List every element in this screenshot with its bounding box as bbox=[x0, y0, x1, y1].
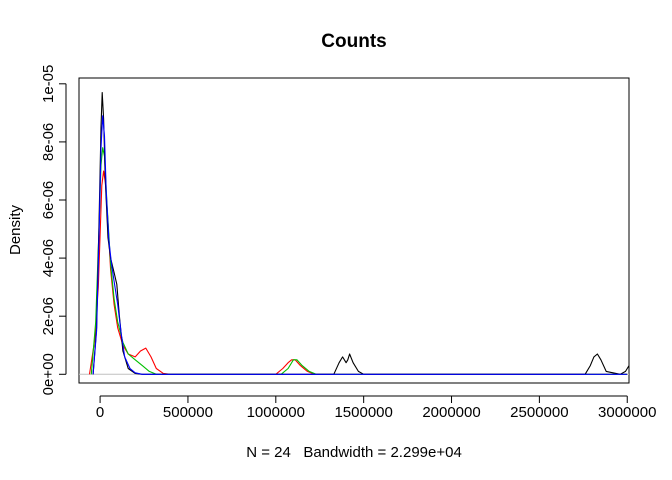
x-tick-label: 1000000 bbox=[247, 404, 305, 421]
y-tick-label: 8e-06 bbox=[40, 123, 57, 161]
x-axis-label: N = 24 Bandwidth = 2.299e+04 bbox=[246, 444, 462, 461]
y-axis: 0e+00 2e-06 4e-06 6e-06 8e-06 1e-05 bbox=[40, 65, 67, 395]
plot-frame bbox=[78, 77, 630, 384]
chart-title: Counts bbox=[321, 31, 386, 52]
x-tick-label: 500000 bbox=[163, 404, 213, 421]
density-line-3 bbox=[92, 91, 630, 375]
y-tick-label: 0e+00 bbox=[40, 353, 57, 395]
y-tick-label: 1e-05 bbox=[40, 65, 57, 103]
density-line-1 bbox=[88, 170, 628, 375]
series-layer bbox=[88, 91, 630, 375]
x-tick-label: 3000000 bbox=[598, 404, 656, 421]
density-line-4 bbox=[92, 115, 628, 375]
x-axis: 0 500000 1000000 1500000 2000000 2500000 30000… bbox=[96, 395, 656, 421]
y-tick-label: 4e-06 bbox=[40, 239, 57, 277]
density-line-2 bbox=[90, 147, 628, 375]
x-tick-label: 1500000 bbox=[334, 404, 392, 421]
x-tick-label: 2500000 bbox=[510, 404, 568, 421]
y-axis-label: Density bbox=[7, 204, 24, 255]
y-tick-label: 2e-06 bbox=[40, 297, 57, 335]
y-tick-label: 6e-06 bbox=[40, 181, 57, 219]
x-tick-label: 2000000 bbox=[422, 404, 480, 421]
x-tick-label: 0 bbox=[96, 404, 104, 421]
